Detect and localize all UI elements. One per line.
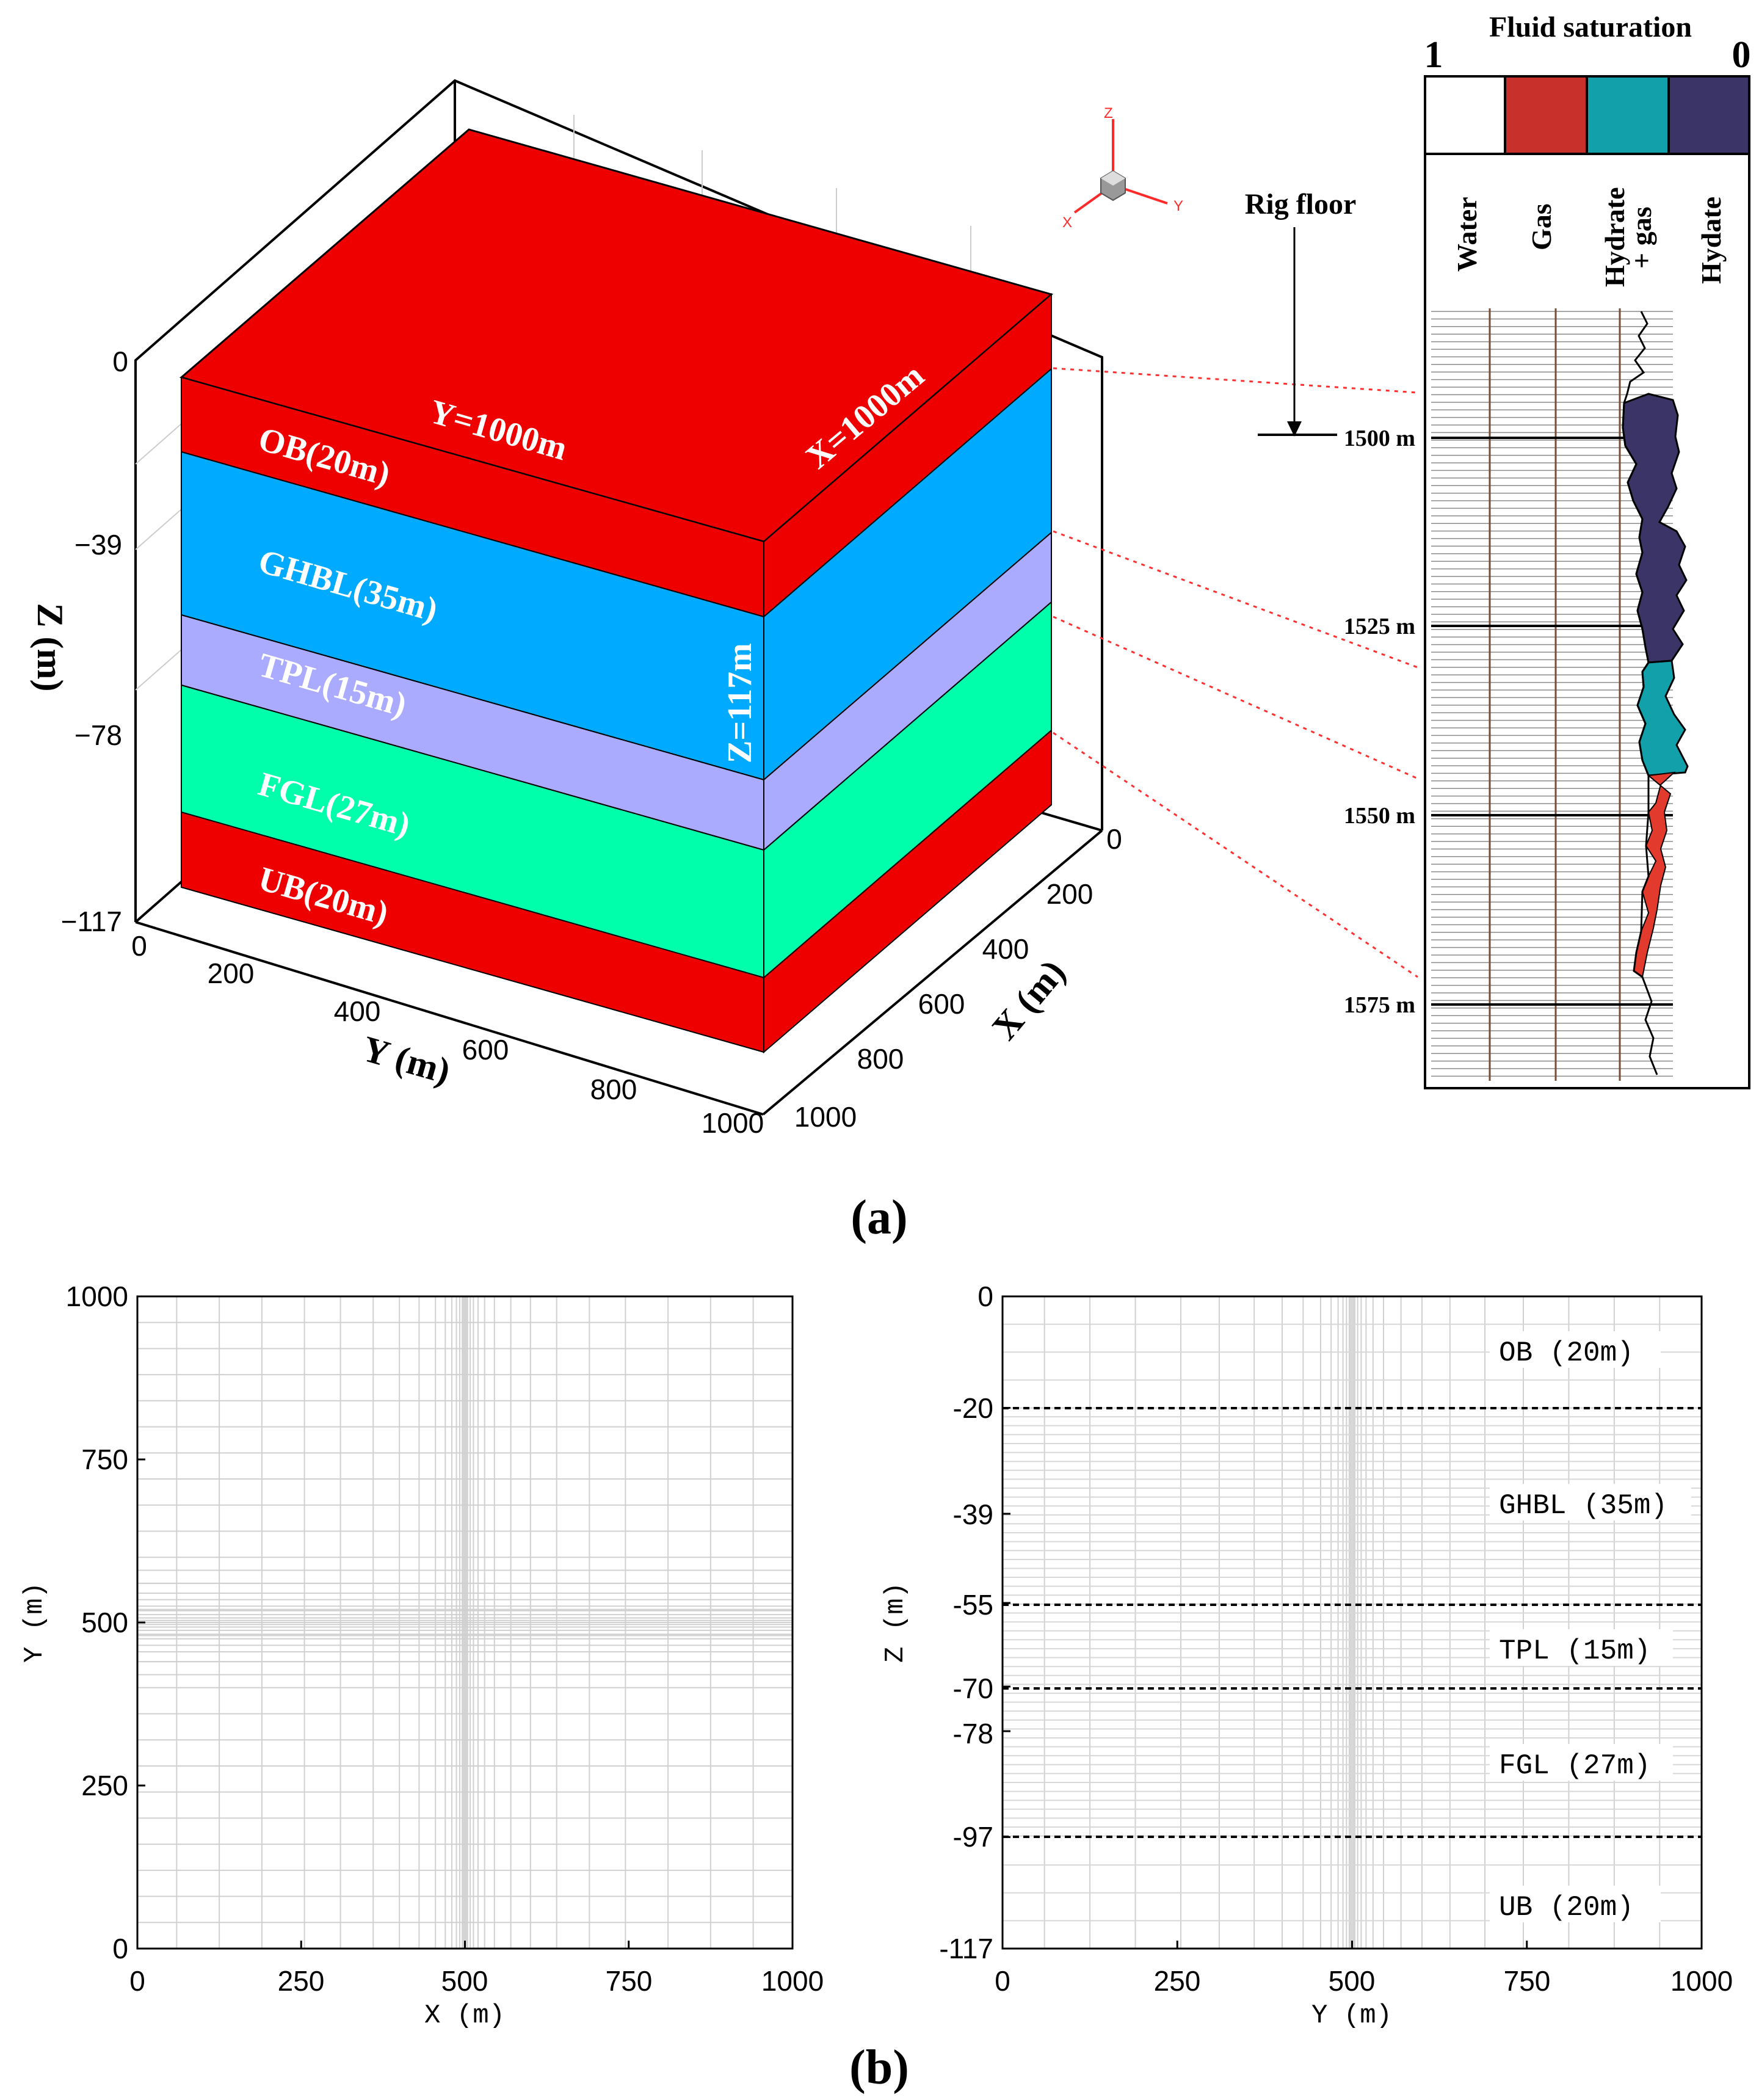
dim-label-z: Z=117m bbox=[721, 643, 759, 763]
yz-y-tick-1000: 1000 bbox=[1670, 1965, 1733, 1997]
grid-yz: OB (20m) GHBL (35m) TPL (15m) FGL (27m) … bbox=[880, 1281, 1733, 2031]
y-axis-title: Y (m) bbox=[358, 1028, 455, 1092]
xy-x-tick-500: 500 bbox=[441, 1965, 488, 1997]
x-tick-600: 600 bbox=[918, 988, 965, 1020]
yz-horizontal-grid bbox=[1003, 1296, 1702, 1949]
connector-lines bbox=[1053, 367, 1418, 978]
yz-z-tick-70: -70 bbox=[953, 1673, 993, 1704]
y-tick-600: 600 bbox=[462, 1034, 509, 1066]
xy-ylabel: Y (m) bbox=[20, 1582, 50, 1663]
triad-z: Z bbox=[1104, 105, 1113, 122]
xy-y-tick-500: 500 bbox=[81, 1607, 128, 1638]
layer-ub-side bbox=[763, 728, 1052, 1054]
legend-box-gas bbox=[1504, 75, 1588, 155]
legend-box-hydrate-gas bbox=[1586, 75, 1670, 155]
depth-1525: 1525 m bbox=[1344, 614, 1415, 639]
xy-x-tick-0: 0 bbox=[129, 1965, 145, 1997]
log-frame bbox=[1424, 153, 1750, 1089]
yz-y-tick-0: 0 bbox=[995, 1965, 1010, 1997]
y-tick-1000: 1000 bbox=[702, 1107, 764, 1139]
depth-1500: 1500 m bbox=[1344, 426, 1415, 451]
z-tick-117: −117 bbox=[61, 906, 122, 937]
yz-y-tick-750: 750 bbox=[1504, 1965, 1551, 1997]
log-col-hydrate-gas: Hydrate+ gas bbox=[1599, 187, 1657, 287]
x-axis-title: X (m) bbox=[984, 952, 1073, 1047]
z-tick-0: 0 bbox=[112, 346, 128, 377]
xy-xlabel: X (m) bbox=[424, 2000, 505, 2031]
log-track bbox=[1431, 308, 1689, 1081]
legend-box-hydrate bbox=[1667, 75, 1750, 155]
xy-y-tick-750: 750 bbox=[81, 1444, 128, 1475]
depth-1550: 1550 m bbox=[1344, 803, 1415, 829]
yz-y-tick-500: 500 bbox=[1329, 1965, 1376, 1997]
panel-a-label: (a) bbox=[850, 1191, 907, 1244]
yz-ylabel: Z (m) bbox=[880, 1582, 911, 1663]
y-tick-0: 0 bbox=[131, 930, 147, 962]
xy-y-tick-0: 0 bbox=[112, 1933, 128, 1964]
log-scale-left: 1 bbox=[1424, 34, 1443, 76]
log-title: Fluid saturation bbox=[1489, 11, 1692, 43]
xy-x-tick-1000: 1000 bbox=[761, 1965, 824, 1997]
xy-x-tick-750: 750 bbox=[606, 1965, 653, 1997]
yz-layer-tpl: TPL (15m) bbox=[1499, 1635, 1650, 1667]
yz-layer-ub: UB (20m) bbox=[1499, 1892, 1634, 1924]
log-col-water: Water bbox=[1451, 197, 1482, 272]
triad-x: X bbox=[1062, 214, 1072, 231]
yz-z-tick-78: -78 bbox=[953, 1718, 993, 1749]
yz-z-tick-55: -55 bbox=[953, 1589, 993, 1621]
yz-layer-fgl: FGL (27m) bbox=[1499, 1750, 1650, 1782]
x-tick-200: 200 bbox=[1046, 878, 1093, 910]
x-tick-0: 0 bbox=[1106, 823, 1122, 855]
log-col-gas: Gas bbox=[1526, 203, 1557, 250]
panel-b-label: (b) bbox=[849, 2041, 909, 2095]
z-axis-title: Z (m) bbox=[30, 603, 70, 692]
yz-layer-ob: OB (20m) bbox=[1499, 1337, 1634, 1369]
xy-y-tick-250: 250 bbox=[81, 1770, 128, 1801]
z-tick-39: −39 bbox=[74, 529, 122, 561]
log-scale-right: 0 bbox=[1732, 34, 1751, 76]
yz-z-tick-39: -39 bbox=[953, 1499, 993, 1530]
z-tick-78: −78 bbox=[74, 719, 122, 751]
log-saturation-curve bbox=[1622, 311, 1658, 1075]
rig-floor-label: Rig floor bbox=[1245, 188, 1357, 220]
yz-xlabel: Y (m) bbox=[1311, 2000, 1392, 2031]
xy-x-tick-250: 250 bbox=[278, 1965, 325, 1997]
xy-y-tick-1000: 1000 bbox=[66, 1281, 128, 1312]
model-3d: OB(20m) GHBL(35m) TPL(15m) FGL(27m) UB(2… bbox=[30, 79, 1183, 1139]
yz-layer-ghbl: GHBL (35m) bbox=[1499, 1490, 1667, 1522]
log-grid-lines bbox=[1431, 311, 1673, 1077]
orientation-triad: Z X Y bbox=[1062, 105, 1183, 231]
layer-boundaries bbox=[1003, 1407, 1702, 1838]
yz-z-tick-0: 0 bbox=[977, 1281, 993, 1312]
y-tick-800: 800 bbox=[590, 1074, 637, 1105]
log-col-hydate: Hydate bbox=[1696, 197, 1727, 284]
log-hydrate-gas-fill bbox=[1636, 659, 1689, 777]
yz-y-tick-250: 250 bbox=[1154, 1965, 1201, 1997]
yz-z-tick-97: -97 bbox=[953, 1821, 993, 1853]
triad-y: Y bbox=[1173, 198, 1183, 214]
yz-z-tick-117: -117 bbox=[939, 1933, 993, 1964]
yz-z-tick-20: -20 bbox=[953, 1392, 993, 1424]
x-tick-1000: 1000 bbox=[794, 1101, 857, 1133]
y-tick-400: 400 bbox=[334, 995, 381, 1027]
x-tick-400: 400 bbox=[982, 933, 1029, 965]
depth-1575: 1575 m bbox=[1344, 992, 1415, 1018]
y-tick-200: 200 bbox=[208, 957, 255, 989]
legend-box-water bbox=[1424, 75, 1506, 155]
well-log: Fluid saturation 1 0 Water Gas Hydrate+ … bbox=[1245, 11, 1751, 1089]
grid-xy: 0 250 500 750 1000 0 250 500 750 1000 X … bbox=[20, 1281, 824, 2031]
x-tick-800: 800 bbox=[857, 1043, 904, 1075]
